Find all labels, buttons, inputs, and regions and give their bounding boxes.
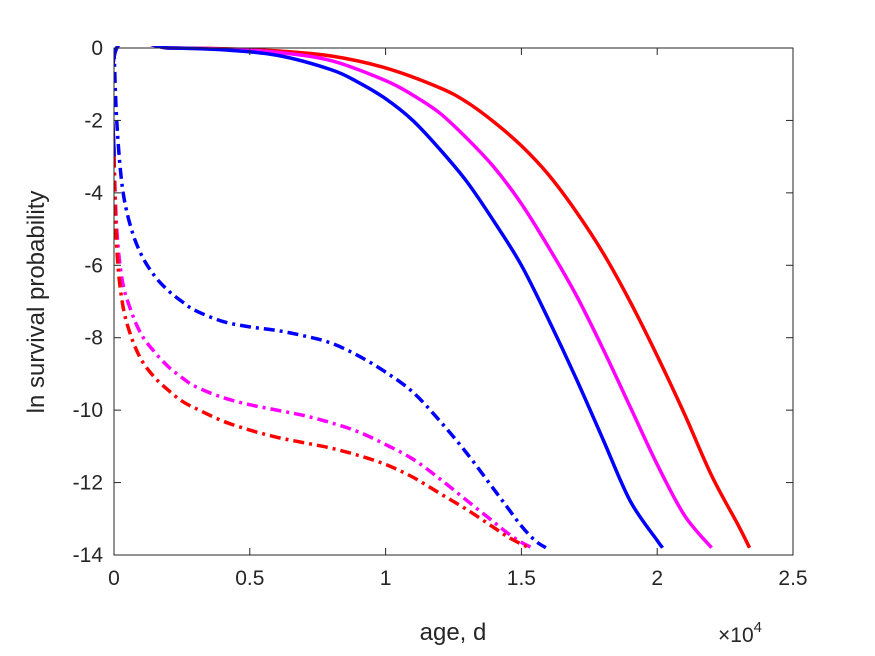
series-line-6 xyxy=(114,156,531,550)
x-axis-label: age, d xyxy=(420,619,487,646)
series-line-4 xyxy=(114,47,547,550)
y-tick-label: -14 xyxy=(73,544,104,567)
plot-area xyxy=(114,48,793,555)
y-tick-label: -10 xyxy=(73,399,103,422)
axes-box xyxy=(113,47,794,556)
y-tick-label: -2 xyxy=(84,109,103,132)
y-tick-label: -12 xyxy=(73,472,103,495)
x-exponent-power: 4 xyxy=(754,619,762,636)
series-line-3 xyxy=(114,46,665,549)
x-tick-label: 0.5 xyxy=(235,567,264,590)
y-tick-label: -8 xyxy=(84,327,103,350)
x-exponent-base: ×10 xyxy=(718,624,754,647)
x-tick-label: 1 xyxy=(380,567,392,590)
y-tick-label: -6 xyxy=(84,254,103,277)
series-layer xyxy=(114,46,752,550)
x-tick-label: 1.5 xyxy=(507,567,536,590)
x-tick-label: 0 xyxy=(108,567,120,590)
y-tick-label: -4 xyxy=(84,182,103,205)
y-axis-label: ln survival probability xyxy=(23,191,50,414)
y-tick-label: 0 xyxy=(91,37,103,60)
ticks-layer: 0 0.5 1 1.5 2 2.5 0 -2 -4 -6 -8 -10 -12 -14 xyxy=(73,37,808,590)
plot-background xyxy=(114,48,793,555)
x-tick-label: 2 xyxy=(651,567,663,590)
x-exponent: ×104 xyxy=(718,619,762,647)
x-tick-label: 2.5 xyxy=(778,567,807,590)
series-line-5 xyxy=(114,156,534,550)
